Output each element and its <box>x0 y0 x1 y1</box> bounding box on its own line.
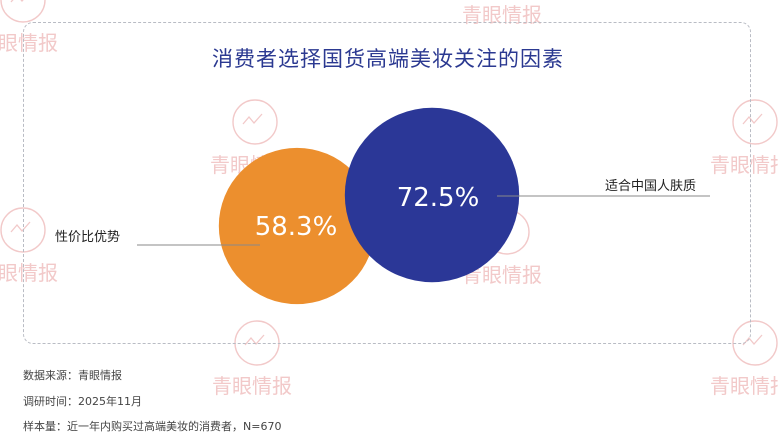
set-value-label-0: 58.3% <box>255 212 338 242</box>
set-circle-1 <box>344 107 520 283</box>
set-label-0: 性价比优势 <box>55 229 120 245</box>
chart-panel: 消费者选择国货高端美妆关注的因素 <box>23 22 751 344</box>
sample-size-note: 样本量：近一年内购买过高端美妆的消费者，N=670 <box>23 420 282 433</box>
set-value-label-1: 72.5% <box>397 183 480 213</box>
set-circle-0 <box>218 147 376 305</box>
survey-date-note: 调研时间：2025年11月 <box>23 395 142 408</box>
chart-title: 消费者选择国货高端美妆关注的因素 <box>212 47 564 71</box>
set-label-1: 适合中国人肤质 <box>605 179 696 194</box>
data-source-note: 数据来源：青眼情报 <box>23 369 122 382</box>
